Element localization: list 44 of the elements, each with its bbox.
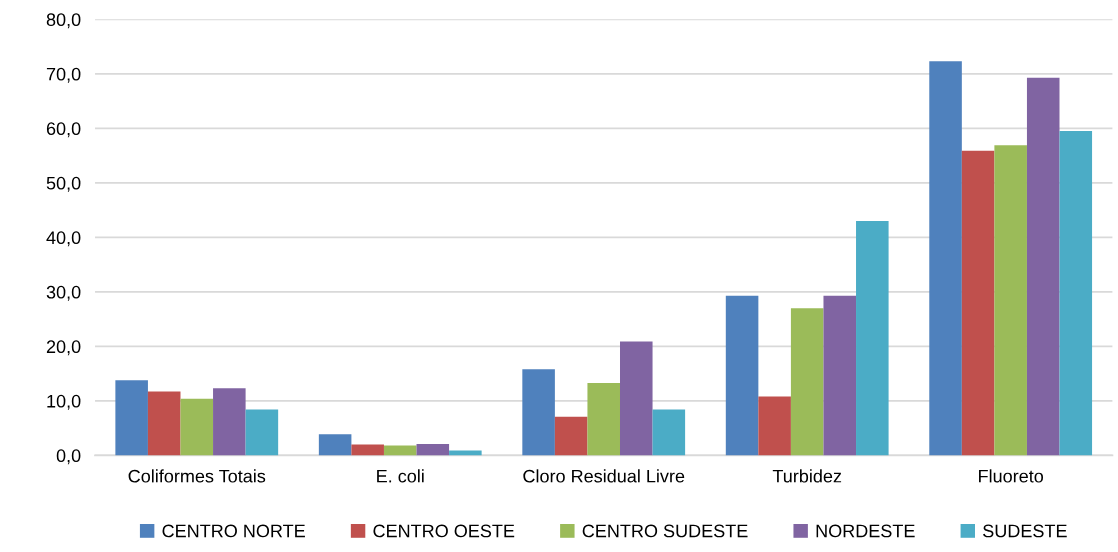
x-tick-label: Coliformes Totais: [128, 469, 266, 483]
bar: [522, 369, 555, 456]
y-tick-label: 60,0: [46, 122, 81, 138]
bar: [416, 443, 450, 456]
bar: [213, 388, 246, 456]
x-tick-label: Turbidez: [772, 469, 842, 483]
legend-label: CENTRO NORTE: [162, 524, 305, 538]
legend-label: CENTRO OESTE: [373, 524, 515, 538]
y-tick-label: 70,0: [46, 67, 81, 83]
bar: [620, 341, 653, 456]
bar: [790, 308, 824, 456]
bar: [1026, 77, 1060, 456]
y-tick-label: 0,0: [56, 449, 81, 465]
legend-label: CENTRO SUDESTE: [582, 524, 748, 538]
bar: [554, 416, 588, 456]
bar: [147, 391, 181, 456]
bar: [994, 145, 1027, 456]
x-tick-label: E. coli: [377, 469, 424, 483]
bar: [180, 398, 214, 456]
bar: [823, 295, 857, 456]
bar: [1059, 131, 1093, 456]
legend-label: NORDESTE: [816, 524, 915, 538]
bar: [587, 382, 620, 456]
x-tick-label: Fluoreto: [979, 469, 1044, 483]
y-tick-label: 50,0: [46, 176, 81, 192]
bar: [318, 434, 352, 456]
bar: [115, 380, 148, 456]
bar: [725, 295, 759, 456]
bar: [351, 444, 384, 456]
bar: [245, 409, 279, 456]
x-tick-label: Cloro Residual Livre: [523, 469, 685, 483]
y-tick-label: 20,0: [46, 340, 81, 356]
bar: [961, 150, 995, 456]
bar: [449, 450, 482, 456]
y-tick-label: 80,0: [46, 13, 81, 29]
y-tick-label: 30,0: [46, 285, 81, 301]
bar: [929, 61, 962, 456]
y-tick-label: 10,0: [47, 394, 81, 410]
bar: [652, 409, 686, 456]
legend-label: SUDESTE: [983, 524, 1067, 538]
y-tick-label: 40,0: [46, 231, 81, 247]
bar: [856, 221, 889, 456]
bar: [758, 396, 791, 456]
bar: [383, 445, 417, 456]
